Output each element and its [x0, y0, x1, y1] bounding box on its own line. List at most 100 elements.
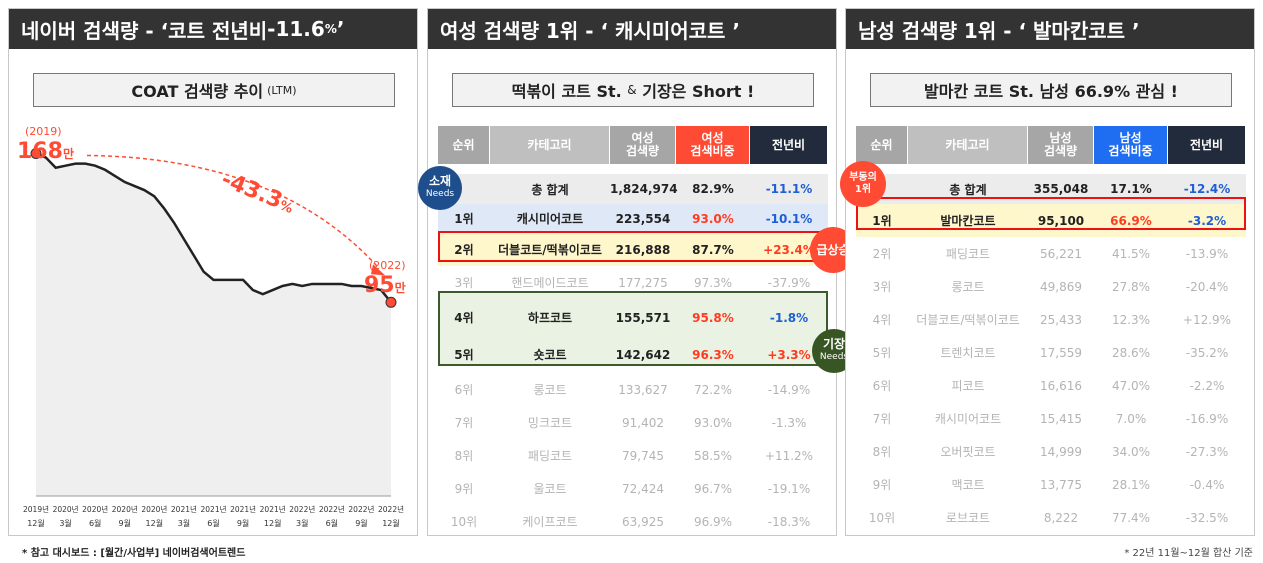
cell-volume: 355,048	[1033, 182, 1089, 196]
cell-category: 밍크코트	[527, 416, 573, 430]
cell-volume: 1,824,974	[610, 182, 678, 196]
cell-rank: 4위	[872, 313, 892, 327]
coat-search-line-chart: 2019년 12월 2020년 3월 2020년 6월 2020년 9월 2020년 12월 202…	[23, 147, 404, 528]
footer-reference: * 참고 대시보드 : [월간/사업부] 네이버검색어트렌드	[22, 548, 246, 559]
x-tick-label-month: 12월	[146, 518, 164, 528]
header-rank: 순위	[856, 126, 908, 164]
table-row: 4위 하프코트 155,571 95.8% -1.8%	[438, 299, 828, 336]
cell-share: 77.4%	[1111, 510, 1151, 525]
header-rank: 순위	[438, 126, 490, 164]
x-tick-label-year: 2022년	[289, 504, 315, 514]
cell-volume: 63,925	[622, 514, 664, 529]
x-tick-label-year: 2021년	[260, 504, 286, 514]
panel-title: 남성 검색량 1위 - ‘ 발마칸코트 ’	[846, 9, 1254, 49]
chart-subtitle: COAT 검색량 추이 (LTM)	[33, 73, 395, 107]
end-point	[385, 296, 397, 308]
table-header: 순위 카테고리 남성 검색량 남성 검색비중 전년비	[856, 126, 1246, 164]
cell-yoy: -3.2%	[1187, 213, 1227, 228]
cell-volume: 91,402	[622, 415, 664, 430]
table-row: 총 합계 355,048 17.1% -12.4%	[856, 174, 1246, 204]
cell-yoy: -11.1%	[765, 182, 813, 196]
table-body: 총 합계 355,048 17.1% -12.4% 1위 발마칸코트 95,100 66.9%…	[856, 174, 1246, 534]
cell-category: 오버핏코트	[940, 445, 996, 459]
end-value-label: 95만	[364, 273, 406, 298]
table-row: 8위 패딩코트 79,745 58.5% +11.2%	[438, 439, 828, 472]
trend-arrow	[86, 154, 380, 269]
search-trend-panel: 네이버 검색량 - ‘코트 전년비 -11.6%’ COAT 검색량 추이 (LT…	[8, 8, 418, 536]
cell-category: 총 합계	[531, 182, 569, 197]
cell-share: 96.9%	[693, 514, 733, 529]
table-row: 5위 트렌치코트 17,559 28.6% -35.2%	[856, 336, 1246, 369]
cell-rank: 7위	[872, 412, 892, 426]
cell-category: 총 합계	[949, 182, 987, 197]
x-tick-label-year: 2020년	[141, 504, 167, 514]
x-tick-label-month: 12월	[264, 518, 282, 528]
x-tick-label-month: 6월	[207, 518, 219, 528]
table-row: 9위 울코트 72,424 96.7% -19.1%	[438, 472, 828, 505]
footer-basis: * 22년 11월~12월 합산 기준	[1124, 548, 1253, 559]
cell-share: 28.1%	[1111, 477, 1151, 492]
cell-category: 패딩코트	[945, 247, 991, 261]
x-tick-label-year: 2020년	[53, 504, 79, 514]
table-row: 2위 패딩코트 56,221 41.5% -13.9%	[856, 237, 1246, 270]
panel-subtitle: 발마칸 코트 St. 남성 66.9% 관심 !	[870, 73, 1232, 107]
cell-yoy: -0.4%	[1189, 477, 1225, 492]
cell-category: 더블코트/떡볶이코트	[916, 313, 1020, 327]
x-tick-label-year: 2022년	[378, 504, 404, 514]
x-tick-label-month: 3월	[296, 518, 308, 528]
table-row: 7위 밍크코트 91,402 93.0% -1.3%	[438, 406, 828, 439]
cell-yoy: +3.3%	[767, 347, 811, 362]
x-tick-label-year: 2021년	[171, 504, 197, 514]
cell-category: 맥코트	[951, 478, 985, 492]
table-row: 8위 오버핏코트 14,999 34.0% -27.3%	[856, 435, 1246, 468]
cell-share: 96.3%	[692, 347, 734, 362]
cell-volume: 133,627	[618, 382, 668, 397]
header-volume: 여성 검색량	[610, 126, 676, 164]
cell-category: 트렌치코트	[940, 346, 996, 360]
panel-subtitle: 떡볶이 코트 St. & 기장은 Short !	[452, 73, 814, 107]
cell-yoy: +11.2%	[764, 448, 814, 463]
header-share: 남성 검색비중	[1094, 126, 1168, 164]
cell-rank: 4위	[454, 311, 474, 325]
x-tick-label-year: 2019년	[23, 504, 49, 514]
cell-category: 핸드메이드코트	[511, 276, 589, 290]
cell-rank: 5위	[872, 346, 892, 360]
x-tick-label-month: 3월	[178, 518, 190, 528]
cell-share: 93.0%	[693, 415, 733, 430]
cell-share: 96.7%	[693, 481, 733, 496]
cell-category: 캐시미어코트	[934, 412, 1002, 426]
cell-share: 28.6%	[1111, 345, 1151, 360]
cell-rank: 8위	[872, 445, 892, 459]
panel-title: 네이버 검색량 - ‘코트 전년비 -11.6%’	[9, 9, 417, 49]
header-yoy: 전년비	[1168, 126, 1246, 164]
table-row: 4위 더블코트/떡볶이코트 25,433 12.3% +12.9%	[856, 303, 1246, 336]
cell-volume: 25,433	[1040, 312, 1082, 327]
title-value: -11.6	[267, 17, 325, 41]
table-header: 순위 카테고리 여성 검색량 여성 검색비중 전년비	[438, 126, 828, 164]
cell-volume: 13,775	[1040, 477, 1082, 492]
cell-share: 47.0%	[1111, 378, 1151, 393]
cell-category: 롱코트	[951, 280, 985, 294]
table-row: 6위 롱코트 133,627 72.2% -14.9%	[438, 373, 828, 406]
steady-first-bubble: 부동의 1위	[840, 161, 886, 207]
table-row: 6위 피코트 16,616 47.0% -2.2%	[856, 369, 1246, 402]
cell-yoy: -13.9%	[1185, 246, 1229, 261]
title-unit: %	[324, 22, 337, 36]
cell-yoy: -35.2%	[1185, 345, 1229, 360]
cell-rank: 6위	[454, 383, 474, 397]
start-value-label: 168만	[17, 139, 74, 164]
cell-category: 발마칸코트	[940, 214, 996, 228]
cell-volume: 72,424	[622, 481, 664, 496]
male-ranking-panel: 남성 검색량 1위 - ‘ 발마칸코트 ’ 발마칸 코트 St. 남성 66.9…	[840, 8, 1255, 536]
cell-share: 95.8%	[692, 310, 734, 325]
cell-volume: 223,554	[615, 211, 671, 226]
cell-rank: 10위	[868, 511, 896, 525]
female-ranking-table: 순위 카테고리 여성 검색량 여성 검색비중 전년비 총 합계 1,824,974…	[438, 126, 828, 538]
cell-rank: 6위	[872, 379, 892, 393]
cell-share: 66.9%	[1110, 213, 1152, 228]
header-volume: 남성 검색량	[1028, 126, 1094, 164]
trend-arrow-head	[371, 264, 385, 276]
cell-rank: 2위	[872, 247, 892, 261]
x-tick-label-year: 2021년	[201, 504, 227, 514]
table-row: 총 합계 1,824,974 82.9% -11.1%	[438, 174, 828, 204]
